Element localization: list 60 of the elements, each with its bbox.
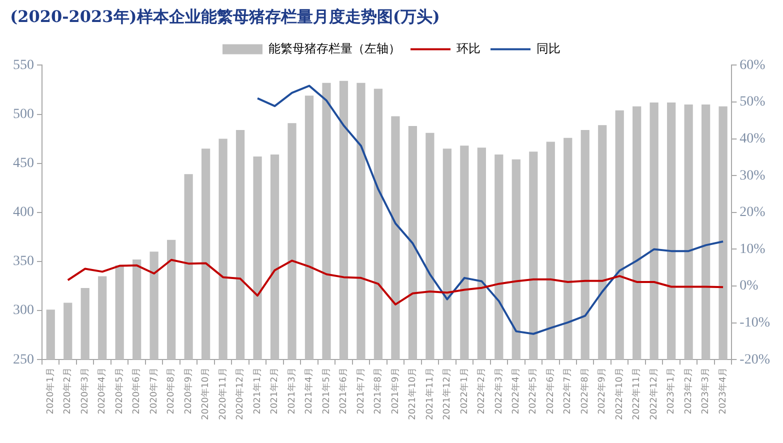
y2-tick-label: 20% [740,205,766,220]
legend-label: 同比 [536,41,560,56]
x-tick-label: 2021年7月 [355,368,366,414]
x-tick-label: 2021年3月 [286,368,298,414]
x-tick-label: 2022年9月 [596,368,608,414]
x-tick-label: 2022年11月 [631,368,642,420]
legend-label: 环比 [456,41,480,56]
x-tick-label: 2020年12月 [234,368,246,420]
x-tick-label: 2020年9月 [182,368,194,414]
y-tick-label: 450 [13,156,34,172]
x-tick-label: 2021年5月 [320,368,332,414]
y2-tick-label: 10% [740,242,766,257]
y2-tick-label: 0% [740,278,759,294]
x-tick-label: 2020年4月 [96,368,108,414]
x-tick-label: 2021年2月 [269,368,280,414]
x-tick-label: 2023年2月 [682,368,694,414]
y2-tick-label: 30% [740,168,766,184]
x-tick-label: 2022年1月 [458,368,470,414]
chart-title: (2020-2023年)样本企业能繁母猪存栏量月度走势图(万头) [10,6,440,26]
x-tick-label: 2023年1月 [666,368,677,414]
x-tick-label: 2021年6月 [338,368,350,414]
y-tick-label: 500 [13,106,34,122]
x-tick-label: 2022年2月 [476,368,488,414]
x-tick-label: 2020年8月 [166,368,177,414]
x-tick-label: 2022年10月 [614,368,625,420]
x-tick-label: 2022年8月 [579,368,590,414]
y-tick-label: 550 [13,58,34,73]
y-tick-label: 300 [13,303,34,318]
x-tick-label: 2020年5月 [114,368,125,414]
x-tick-label: 2020年7月 [148,368,160,414]
x-tick-label: 2021年4月 [304,368,315,414]
y2-tick-label: 40% [740,131,766,146]
x-tick-label: 2022年5月 [528,368,539,414]
x-tick-label: 2021年12月 [442,368,453,420]
x-tick-label: 2021年1月 [252,368,263,414]
y-tick-label: 400 [13,205,34,220]
legend-label: 能繁母猪存栏量（左轴） [268,41,400,56]
x-tick-label: 2020年10月 [200,368,212,420]
x-tick-label: 2021年8月 [372,368,384,414]
x-tick-label: 2020年6月 [131,368,142,414]
x-tick-label: 2022年7月 [562,368,574,414]
x-tick-label: 2020年11月 [217,368,228,420]
y-tick-label: 250 [13,352,34,368]
y2-tick-label: 60% [740,58,766,73]
x-tick-label: 2021年9月 [390,368,401,414]
x-tick-label: 2023年3月 [700,368,712,414]
x-tick-label: 2021年10月 [407,368,418,420]
y2-tick-label: -20% [740,352,770,368]
x-tick-label: 2021年11月 [424,368,436,420]
x-tick-label: 2020年3月 [79,368,90,414]
y2-tick-label: 50% [740,94,766,110]
y-tick-label: 350 [13,254,34,270]
y2-tick-label: -10% [740,316,770,331]
x-tick-label: 2022年12月 [648,368,660,420]
x-tick-label: 2023年4月 [717,368,728,414]
x-tick-label: 2020年1月 [44,368,56,414]
x-tick-label: 2022年6月 [544,368,556,414]
x-tick-label: 2020年2月 [62,368,74,414]
x-tick-label: 2022年4月 [510,368,522,414]
x-tick-label: 2022年3月 [493,368,504,414]
